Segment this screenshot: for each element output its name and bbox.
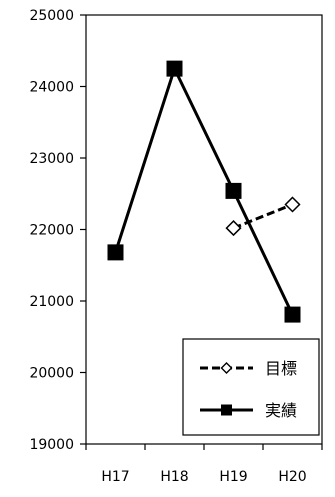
y-axis: 19000 20000 21000 22000 23000 24000 25000 bbox=[29, 8, 86, 453]
x-tick-label-H17: H17 bbox=[101, 469, 129, 485]
y-tick-label: 21000 bbox=[29, 294, 74, 310]
y-tick-label: 23000 bbox=[29, 151, 74, 167]
data-point-実績-H17 bbox=[107, 244, 124, 261]
legend-box bbox=[182, 338, 320, 436]
series-line-実績 bbox=[114, 64, 294, 316]
series-layer bbox=[107, 60, 301, 323]
data-point-実績-H20 bbox=[284, 306, 301, 323]
y-tick-label: 24000 bbox=[29, 80, 74, 96]
series-line-目標 bbox=[232, 203, 294, 230]
legend-marker-target bbox=[220, 362, 233, 374]
x-axis: H17 H18 H19 H20 bbox=[85, 444, 323, 485]
data-point-実績-H18 bbox=[166, 60, 183, 77]
y-tick-label: 25000 bbox=[29, 8, 74, 24]
y-tick-label: 22000 bbox=[29, 223, 74, 239]
legend-label-target: 目標 bbox=[265, 359, 297, 378]
x-tick-label-H19: H19 bbox=[219, 469, 247, 485]
x-tick-label-H18: H18 bbox=[160, 469, 188, 485]
x-tick-label-H20: H20 bbox=[278, 469, 306, 485]
data-point-目標-H19 bbox=[225, 220, 242, 237]
legend-label-actual: 実績 bbox=[265, 401, 297, 420]
y-tick-label: 19000 bbox=[29, 437, 74, 453]
y-tick-label: 20000 bbox=[29, 366, 74, 382]
legend: 目標 実績 bbox=[182, 338, 320, 436]
legend-marker-actual bbox=[221, 404, 232, 416]
data-point-目標-H20 bbox=[284, 196, 301, 213]
data-point-実績-H19 bbox=[225, 182, 242, 199]
